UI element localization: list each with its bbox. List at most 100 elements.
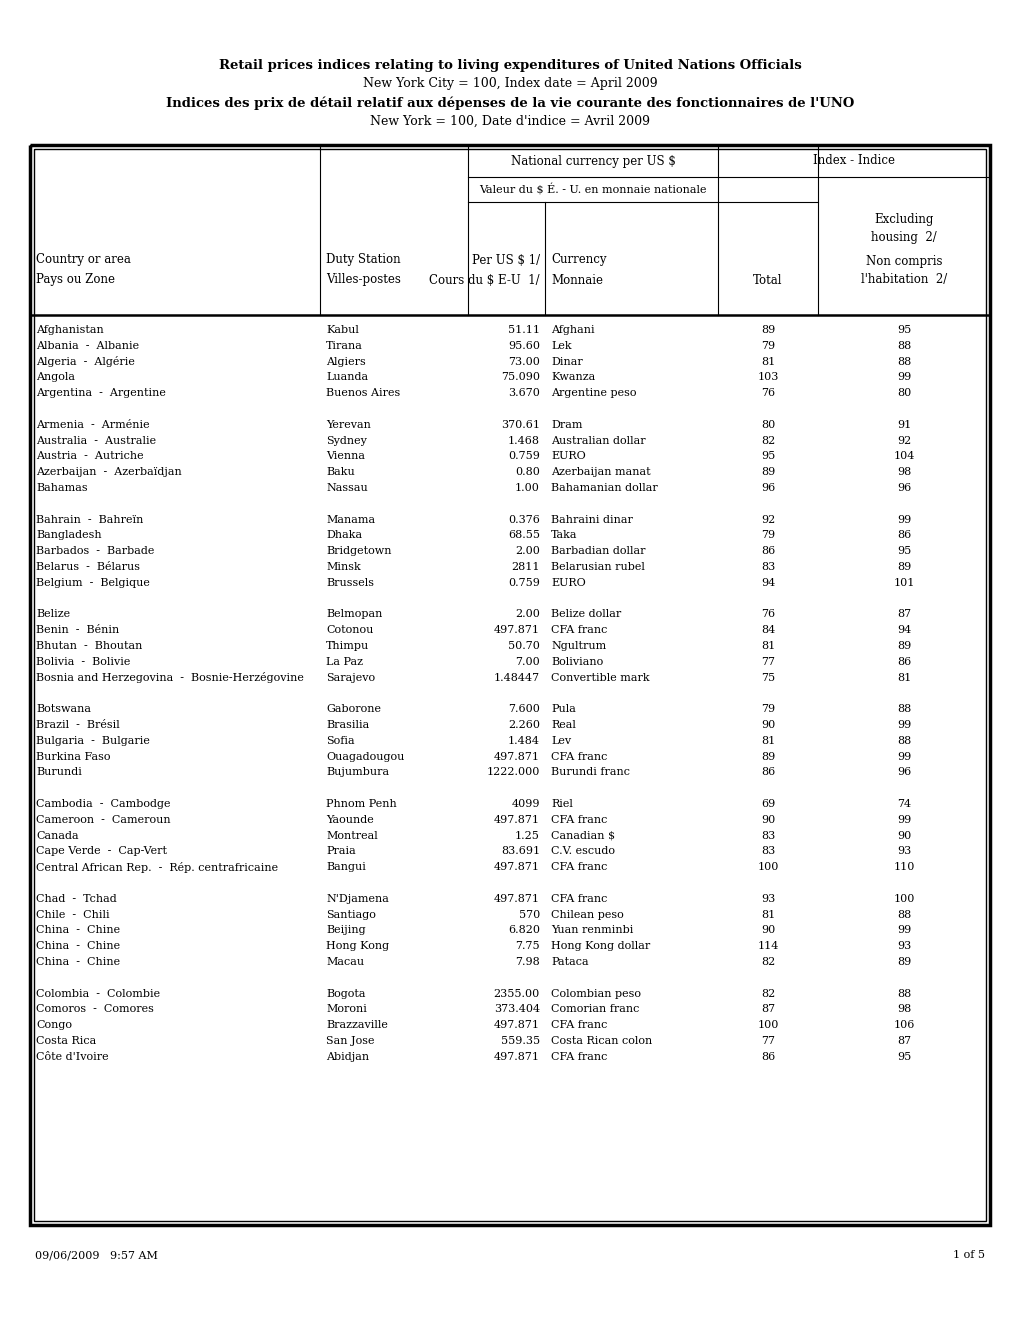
Text: Monnaie: Monnaie (550, 273, 602, 286)
Text: Boliviano: Boliviano (550, 657, 602, 667)
Text: 87: 87 (896, 1036, 910, 1045)
Text: 1 of 5: 1 of 5 (952, 1250, 984, 1261)
Text: Abidjan: Abidjan (326, 1052, 369, 1061)
Text: l'habitation  2/: l'habitation 2/ (860, 272, 947, 285)
Text: 497.871: 497.871 (493, 894, 539, 904)
Text: Index - Indice: Index - Indice (812, 154, 894, 168)
Text: 98: 98 (896, 467, 910, 478)
Text: Australian dollar: Australian dollar (550, 436, 645, 446)
Text: Colombia  -  Colombie: Colombia - Colombie (36, 989, 160, 999)
Text: CFA franc: CFA franc (550, 814, 606, 825)
Text: 98: 98 (896, 1005, 910, 1014)
Text: CFA franc: CFA franc (550, 1052, 606, 1061)
Text: 95: 95 (760, 451, 774, 462)
Text: Bahamas: Bahamas (36, 483, 88, 492)
Text: New York City = 100, Index date = April 2009: New York City = 100, Index date = April … (363, 77, 656, 90)
Text: Belgium  -  Belgique: Belgium - Belgique (36, 578, 150, 587)
Text: 83.691: 83.691 (500, 846, 539, 857)
Text: 68.55: 68.55 (507, 531, 539, 540)
Text: 370.61: 370.61 (500, 420, 539, 430)
Text: 73.00: 73.00 (507, 356, 539, 367)
Text: Indices des prix de détail relatif aux dépenses de la vie courante des fonctionn: Indices des prix de détail relatif aux d… (166, 96, 853, 110)
Text: Country or area: Country or area (36, 253, 130, 267)
Text: 88: 88 (896, 909, 910, 920)
Text: 75.090: 75.090 (500, 372, 539, 383)
Text: 75: 75 (760, 673, 774, 682)
Text: 99: 99 (896, 515, 910, 524)
Text: Retail prices indices relating to living expenditures of United Nations Official: Retail prices indices relating to living… (218, 58, 801, 71)
Text: 2811: 2811 (511, 562, 539, 572)
Text: 88: 88 (896, 704, 910, 714)
Text: Moroni: Moroni (326, 1005, 367, 1014)
Text: Per US $ 1/: Per US $ 1/ (472, 253, 539, 267)
Text: Kabul: Kabul (326, 325, 359, 335)
Text: Congo: Congo (36, 1020, 72, 1030)
Text: Santiago: Santiago (326, 909, 376, 920)
Text: 81: 81 (760, 735, 774, 746)
Text: 90: 90 (760, 925, 774, 936)
Text: Macau: Macau (326, 957, 364, 968)
Text: Costa Rica: Costa Rica (36, 1036, 96, 1045)
Text: 89: 89 (760, 751, 774, 762)
Text: 95: 95 (896, 546, 910, 556)
Text: 81: 81 (760, 642, 774, 651)
Text: 95: 95 (896, 1052, 910, 1061)
Text: Tirana: Tirana (326, 341, 363, 351)
Text: Cours du $ E-U  1/: Cours du $ E-U 1/ (429, 273, 539, 286)
Text: Argentine peso: Argentine peso (550, 388, 636, 399)
Text: Taka: Taka (550, 531, 577, 540)
Text: Lek: Lek (550, 341, 571, 351)
Text: 104: 104 (893, 451, 914, 462)
Text: N'Djamena: N'Djamena (326, 894, 388, 904)
Text: 83: 83 (760, 562, 774, 572)
Text: 2.00: 2.00 (515, 546, 539, 556)
Text: Albania  -  Albanie: Albania - Albanie (36, 341, 139, 351)
Text: Angola: Angola (36, 372, 75, 383)
Text: 559.35: 559.35 (500, 1036, 539, 1045)
Text: 96: 96 (760, 483, 774, 492)
Text: 86: 86 (760, 546, 774, 556)
Text: 87: 87 (896, 610, 910, 619)
Text: Baku: Baku (326, 467, 355, 478)
Text: 82: 82 (760, 989, 774, 999)
Text: 86: 86 (760, 767, 774, 777)
Text: Chilean peso: Chilean peso (550, 909, 624, 920)
Text: Bahraini dinar: Bahraini dinar (550, 515, 632, 524)
Text: 82: 82 (760, 957, 774, 968)
Text: 90: 90 (760, 814, 774, 825)
Text: Burundi: Burundi (36, 767, 82, 777)
Text: 89: 89 (896, 562, 910, 572)
Text: Riel: Riel (550, 799, 573, 809)
Text: 69: 69 (760, 799, 774, 809)
Text: Yaounde: Yaounde (326, 814, 373, 825)
Text: Beijing: Beijing (326, 925, 365, 936)
Text: Hong Kong dollar: Hong Kong dollar (550, 941, 650, 952)
Text: CFA franc: CFA franc (550, 894, 606, 904)
Text: Costa Rican colon: Costa Rican colon (550, 1036, 651, 1045)
Text: 99: 99 (896, 751, 910, 762)
Text: Argentina  -  Argentine: Argentina - Argentine (36, 388, 166, 399)
Text: 89: 89 (896, 957, 910, 968)
Text: Austria  -  Autriche: Austria - Autriche (36, 451, 144, 462)
Text: Villes-postes: Villes-postes (326, 273, 400, 286)
Text: 1.25: 1.25 (515, 830, 539, 841)
Text: 497.871: 497.871 (493, 751, 539, 762)
Text: 80: 80 (896, 388, 910, 399)
Text: Cameroon  -  Cameroun: Cameroon - Cameroun (36, 814, 170, 825)
Text: 100: 100 (756, 862, 777, 873)
Text: 88: 88 (896, 989, 910, 999)
Text: 86: 86 (760, 1052, 774, 1061)
Text: 1.48447: 1.48447 (493, 673, 539, 682)
Text: 0.759: 0.759 (507, 578, 539, 587)
Text: Afghanistan: Afghanistan (36, 325, 104, 335)
Text: 99: 99 (896, 814, 910, 825)
Text: Burundi franc: Burundi franc (550, 767, 630, 777)
Text: Lev: Lev (550, 735, 571, 746)
Text: 89: 89 (760, 325, 774, 335)
Text: 2.260: 2.260 (507, 719, 539, 730)
Text: Nassau: Nassau (326, 483, 368, 492)
Text: EURO: EURO (550, 578, 585, 587)
Text: 100: 100 (756, 1020, 777, 1030)
Text: 84: 84 (760, 626, 774, 635)
Text: Belarusian rubel: Belarusian rubel (550, 562, 644, 572)
